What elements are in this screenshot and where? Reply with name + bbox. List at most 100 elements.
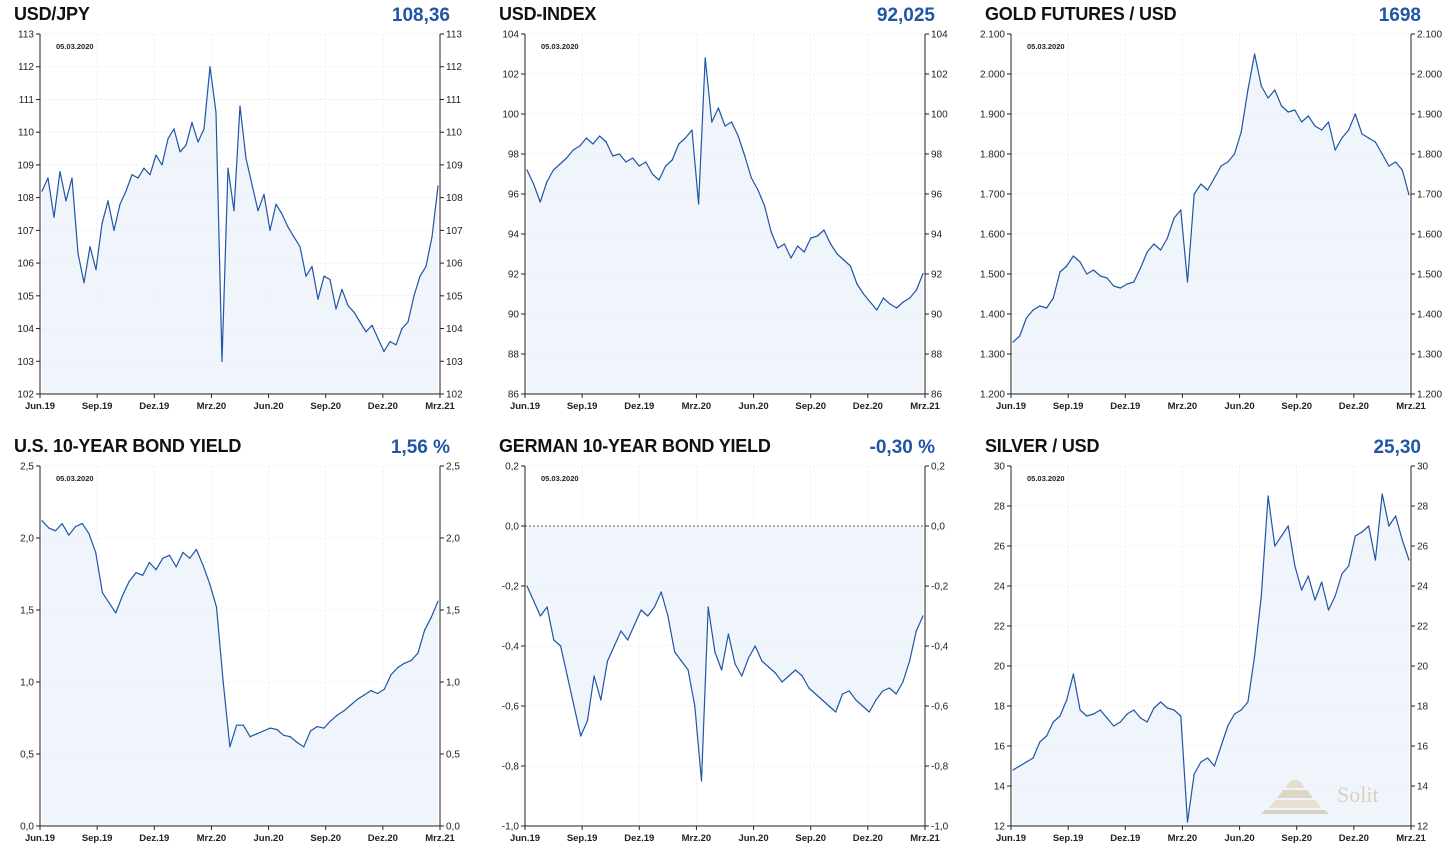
data-point bbox=[747, 657, 750, 659]
data-point bbox=[1354, 113, 1356, 115]
data-point bbox=[1173, 709, 1175, 711]
data-point bbox=[155, 154, 157, 156]
y-tick-label-right: 2.100 bbox=[1417, 30, 1442, 41]
data-point bbox=[1052, 297, 1054, 299]
data-point bbox=[222, 681, 224, 683]
data-point bbox=[1066, 699, 1068, 701]
data-point bbox=[1025, 761, 1027, 763]
y-tick-label-right: 14 bbox=[1417, 782, 1429, 793]
y-tick-label-right: 96 bbox=[931, 190, 943, 201]
data-point bbox=[902, 681, 904, 683]
data-point bbox=[671, 159, 673, 161]
chart-title: GOLD FUTURES / USD bbox=[985, 4, 1177, 24]
y-tick-label-right: 1.700 bbox=[1417, 190, 1442, 201]
logo-text: Solit bbox=[1337, 782, 1379, 807]
y-tick-label-left: 22 bbox=[994, 622, 1006, 633]
data-point bbox=[849, 265, 851, 267]
y-tick-label-left: 102 bbox=[17, 390, 34, 401]
data-point bbox=[1314, 599, 1316, 601]
x-tick-label: Dez.19 bbox=[624, 833, 654, 844]
area-fill bbox=[42, 66, 438, 394]
y-tick-label-left: 96 bbox=[508, 190, 520, 201]
y-tick-label-right: 107 bbox=[446, 226, 463, 237]
data-point bbox=[1079, 261, 1081, 263]
data-point bbox=[1213, 177, 1215, 179]
data-point bbox=[119, 203, 121, 205]
data-point bbox=[167, 138, 169, 140]
data-point bbox=[68, 534, 70, 536]
data-point bbox=[430, 616, 432, 618]
data-point bbox=[1213, 765, 1215, 767]
data-point bbox=[1099, 709, 1101, 711]
y-tick-label-left: 0,2 bbox=[505, 462, 519, 473]
data-point bbox=[1019, 765, 1021, 767]
data-point bbox=[889, 303, 891, 305]
data-point bbox=[249, 736, 251, 738]
x-tick-label: Mrz.20 bbox=[682, 401, 712, 412]
data-point bbox=[1133, 709, 1135, 711]
chart-svg: -1,0 -1,0 -0,8 -0,8 -0,6 -0,6 -0,4 -0,4 -0,2 -0,2… bbox=[502, 462, 949, 845]
chart-svg: 0,0 0,0 0,5 0,5 1,0 1,0 1,5 1,5 2,0 2,0 2,5 2,5 Jun.… bbox=[20, 462, 460, 845]
data-point bbox=[1233, 153, 1236, 155]
x-tick-label: Dez.20 bbox=[853, 401, 883, 412]
y-tick-label-right: 1.500 bbox=[1417, 270, 1442, 281]
data-point bbox=[215, 606, 218, 608]
x-tick-label: Mrz.20 bbox=[682, 833, 712, 844]
data-point bbox=[283, 734, 285, 736]
y-tick-label-left: 107 bbox=[17, 226, 34, 237]
data-point bbox=[815, 693, 817, 695]
data-point bbox=[395, 344, 397, 346]
x-tick-label: Sep.19 bbox=[1053, 401, 1084, 412]
data-point bbox=[59, 170, 61, 173]
data-point bbox=[526, 585, 528, 587]
data-point bbox=[869, 301, 871, 303]
data-point bbox=[1039, 305, 1041, 307]
data-point bbox=[783, 243, 785, 245]
data-point bbox=[1401, 539, 1403, 541]
x-tick-label: Mrz.21 bbox=[910, 833, 940, 844]
data-point bbox=[168, 554, 171, 556]
data-point bbox=[599, 135, 601, 137]
data-point bbox=[1260, 595, 1262, 597]
data-point bbox=[143, 167, 145, 169]
y-tick-label-left: 103 bbox=[17, 357, 34, 368]
data-point bbox=[1113, 725, 1115, 727]
data-point bbox=[828, 705, 830, 707]
data-point bbox=[645, 161, 647, 163]
data-point bbox=[189, 557, 191, 559]
data-point bbox=[262, 730, 265, 732]
data-point bbox=[202, 564, 204, 566]
data-point bbox=[121, 595, 124, 597]
data-point bbox=[700, 780, 703, 782]
data-point bbox=[1207, 757, 1209, 759]
data-point bbox=[533, 183, 535, 185]
data-point bbox=[251, 183, 253, 186]
data-point bbox=[323, 275, 325, 277]
data-point bbox=[848, 690, 850, 692]
data-point bbox=[1072, 255, 1074, 257]
data-point bbox=[75, 525, 77, 528]
data-point bbox=[1408, 559, 1410, 561]
x-tick-label: Sep.19 bbox=[567, 401, 598, 412]
y-tick-label-right: -0,6 bbox=[931, 702, 949, 713]
data-point bbox=[835, 711, 837, 713]
chart-panel-gold-futures: 1.200 1.200 1.300 1.300 1.400 1.400 1.500 1.500… bbox=[977, 0, 1447, 428]
y-tick-label-right: 106 bbox=[446, 259, 463, 270]
y-tick-label-left: 104 bbox=[17, 324, 34, 335]
data-point bbox=[803, 251, 805, 253]
y-tick-label-left: 2.100 bbox=[980, 30, 1005, 41]
data-point bbox=[233, 210, 235, 212]
y-tick-label-left: 108 bbox=[17, 193, 34, 204]
data-point bbox=[341, 288, 343, 290]
data-point bbox=[823, 229, 825, 231]
data-point bbox=[437, 600, 439, 602]
data-point bbox=[311, 265, 313, 267]
data-point bbox=[1280, 105, 1283, 107]
y-tick-label-right: 1.300 bbox=[1417, 350, 1442, 361]
data-point bbox=[1327, 121, 1330, 123]
data-point bbox=[1227, 725, 1229, 727]
data-point bbox=[1240, 131, 1242, 133]
data-point bbox=[363, 694, 365, 696]
data-point bbox=[350, 704, 352, 706]
data-point bbox=[734, 663, 736, 665]
